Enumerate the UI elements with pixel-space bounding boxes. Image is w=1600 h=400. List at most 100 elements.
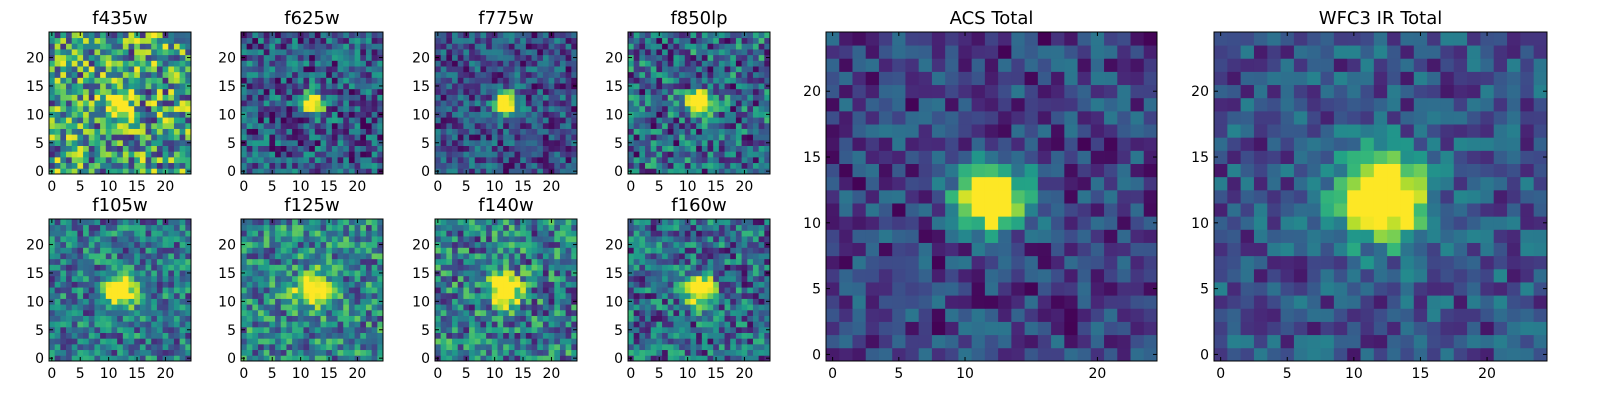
heatmap-cell: [457, 162, 464, 169]
heatmap-cell: [94, 292, 101, 299]
heatmap-cell: [741, 66, 748, 73]
heatmap-cell: [650, 338, 657, 345]
x-tick-label: 20: [736, 179, 754, 195]
heatmap-cell: [134, 298, 141, 305]
heatmap-cell: [446, 292, 453, 299]
heatmap-cell: [145, 105, 152, 112]
heatmap-cell: [134, 230, 141, 237]
heatmap-cell: [365, 37, 373, 44]
heatmap-cell: [718, 275, 725, 282]
heatmap-cell: [537, 100, 544, 107]
heatmap-cell: [503, 100, 510, 107]
heatmap-cell: [571, 71, 578, 78]
heatmap-cell: [83, 32, 90, 39]
heatmap-cell: [520, 37, 527, 44]
heatmap-cell: [724, 281, 731, 288]
heatmap-cell: [94, 219, 101, 226]
heatmap-cell: [656, 134, 663, 141]
heatmap-cell: [735, 321, 742, 328]
heatmap-cell: [684, 321, 691, 328]
heatmap-cell: [491, 224, 498, 231]
heatmap-cell: [463, 321, 470, 328]
heatmap-cell: [320, 309, 327, 316]
heatmap-cell: [548, 100, 555, 107]
heatmap-cell: [128, 292, 135, 299]
heatmap-cell: [639, 49, 646, 56]
heatmap-cell: [554, 105, 561, 112]
heatmap-cell: [134, 151, 141, 158]
heatmap-cell: [246, 332, 253, 339]
heatmap-cell: [537, 43, 544, 50]
heatmap-cell: [480, 304, 487, 311]
heatmap-cell: [348, 145, 355, 152]
heatmap-cell: [440, 117, 447, 124]
heatmap-cell: [701, 168, 708, 175]
heatmap-cell: [360, 224, 367, 231]
heatmap-cell: [452, 111, 459, 118]
heatmap-cell: [286, 247, 293, 254]
heatmap-cell: [280, 349, 287, 356]
heatmap-cell: [531, 162, 538, 169]
heatmap-cell: [554, 349, 561, 356]
heatmap-cell: [275, 83, 282, 90]
heatmap-cell: [122, 49, 129, 56]
heatmap-cell: [446, 355, 453, 362]
heatmap-cell: [100, 156, 107, 164]
heatmap-cell: [263, 139, 270, 146]
heatmap-cell: [331, 162, 338, 169]
heatmap-cell: [134, 162, 141, 169]
heatmap-cell: [537, 270, 544, 277]
heatmap-cell: [173, 83, 181, 90]
heatmap-cell: [469, 66, 476, 73]
heatmap-cell: [111, 117, 118, 124]
heatmap-cell: [724, 88, 731, 95]
heatmap-cell: [246, 281, 253, 288]
heatmap-cell: [520, 111, 527, 118]
heatmap-cell: [365, 236, 373, 243]
heatmap-cell: [656, 275, 663, 282]
heatmap-cell: [667, 134, 674, 141]
heatmap-cell: [314, 100, 321, 107]
heatmap-cell: [173, 145, 181, 152]
heatmap-cell: [758, 122, 765, 129]
heatmap-cell: [440, 111, 447, 118]
heatmap-cell: [741, 338, 748, 345]
heatmap-cell: [252, 117, 259, 124]
heatmap-cell: [565, 117, 572, 124]
heatmap-cell: [280, 309, 287, 316]
heatmap-cell: [440, 49, 447, 56]
heatmap-cell: [314, 168, 321, 175]
heatmap-cell: [360, 117, 367, 124]
heatmap-cell: [246, 247, 253, 254]
heatmap-cell: [263, 134, 270, 141]
heatmap-cell: [701, 139, 708, 146]
heatmap-cell: [559, 264, 567, 271]
heatmap-cell: [286, 219, 293, 226]
heatmap-cell: [548, 343, 555, 351]
heatmap-cell: [457, 309, 464, 316]
heatmap-cell: [337, 326, 344, 333]
heatmap-cell: [645, 275, 652, 282]
heatmap-cell: [542, 247, 549, 254]
heatmap-cell: [258, 264, 265, 271]
heatmap-cell: [457, 275, 464, 282]
heatmap-cell: [747, 60, 754, 67]
heatmap-cell: [690, 83, 697, 90]
heatmap-cell: [571, 122, 578, 129]
heatmap-cell: [246, 71, 253, 78]
heatmap-cell: [531, 122, 538, 129]
x-tick-label: 0: [239, 179, 248, 195]
heatmap-cell: [497, 54, 504, 61]
heatmap-cell: [713, 134, 720, 141]
heatmap-cell: [263, 128, 270, 135]
heatmap-cell: [531, 32, 538, 39]
heatmap-cell: [156, 355, 163, 362]
heatmap-cell: [83, 60, 90, 67]
heatmap-cell: [280, 83, 287, 90]
heatmap-cell: [297, 37, 304, 44]
heatmap-cell: [747, 49, 754, 56]
heatmap-cell: [303, 134, 310, 141]
heatmap-cell: [650, 60, 657, 67]
heatmap-cell: [696, 54, 703, 61]
heatmap-cell: [309, 298, 316, 305]
